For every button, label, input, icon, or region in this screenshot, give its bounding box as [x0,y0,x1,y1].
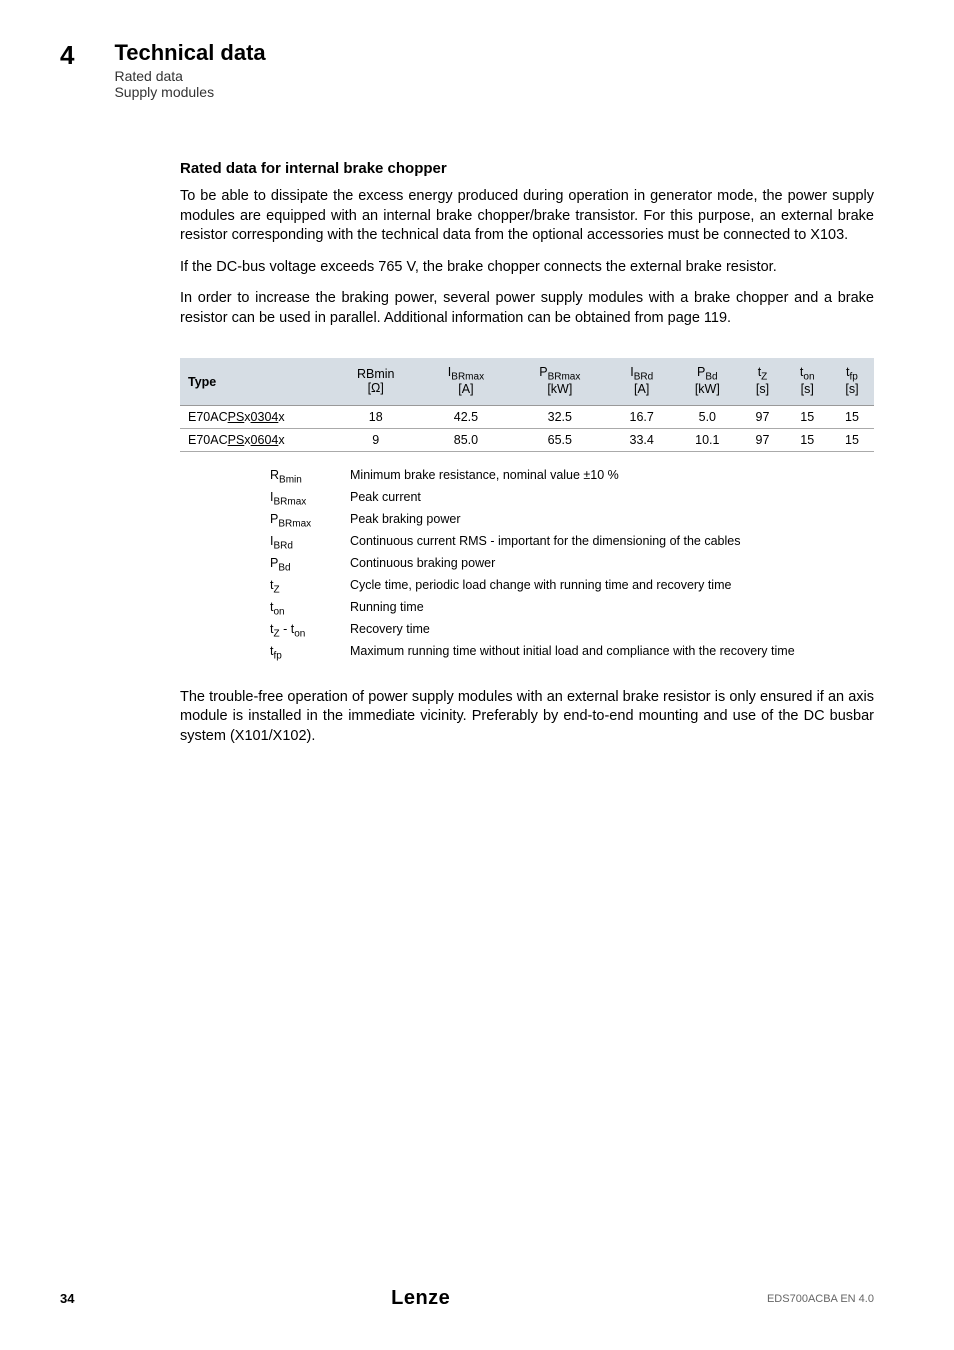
cell-ton: 15 [785,428,830,451]
chapter-number: 4 [60,40,74,71]
legend-desc: Peak current [350,488,874,510]
th-ton: ton[s] [785,358,830,405]
legend-symbol: IBRmax [270,488,350,510]
cell-ibrd: 16.7 [609,405,674,428]
th-type: Type [180,358,330,405]
th-ibrmax: IBRmax[A] [421,358,510,405]
page-content: Rated data for internal brake chopper To… [180,160,874,746]
doc-code: EDS700ACBA EN 4.0 [767,1293,874,1305]
legend-row: IBRmaxPeak current [270,488,874,510]
legend-desc: Maximum running time without initial loa… [350,642,874,664]
cell-ibrd: 33.4 [609,428,674,451]
table-row: E70ACPSx0304x1842.532.516.75.0971515 [180,405,874,428]
legend-row: RBminMinimum brake resistance, nominal v… [270,466,874,488]
cell-rbmin: 18 [330,405,421,428]
chapter-title: Technical data [114,40,265,66]
legend-desc: Recovery time [350,620,874,642]
cell-tfp: 15 [830,428,874,451]
header-titles: Technical data Rated data Supply modules [114,40,265,100]
page-number: 34 [60,1291,74,1306]
paragraph-after: The trouble-free operation of power supp… [180,688,874,747]
th-pbd: PBd[kW] [674,358,740,405]
cell-pbd: 5.0 [674,405,740,428]
legend-row: tZCycle time, periodic load change with … [270,576,874,598]
th-ibrd: IBRd[A] [609,358,674,405]
section-heading: Rated data for internal brake chopper [180,160,874,177]
legend-symbol: PBd [270,554,350,576]
legend-row: PBdContinuous braking power [270,554,874,576]
th-rbmin: RBmin[Ω] [330,358,421,405]
cell-ibrmax: 42.5 [421,405,510,428]
legend-symbol: tZ [270,576,350,598]
legend-row: tonRunning time [270,598,874,620]
legend-desc: Continuous braking power [350,554,874,576]
paragraph-2: If the DC-bus voltage exceeds 765 V, the… [180,258,874,278]
legend-symbol: RBmin [270,466,350,488]
legend-symbol: tfp [270,642,350,664]
cell-pbrmax: 65.5 [510,428,609,451]
page-footer: 34 Lenze EDS700ACBA EN 4.0 [60,1287,874,1310]
brake-chopper-table: Type RBmin[Ω] IBRmax[A] PBRmax[kW] IBRd[… [180,358,874,451]
cell-tz: 97 [740,428,784,451]
cell-pbrmax: 32.5 [510,405,609,428]
th-pbrmax: PBRmax[kW] [510,358,609,405]
cell-pbd: 10.1 [674,428,740,451]
cell-tfp: 15 [830,405,874,428]
section-sub2: Supply modules [114,84,265,100]
legend-symbol: PBRmax [270,510,350,532]
legend-symbol: tZ - ton [270,620,350,642]
legend-row: PBRmaxPeak braking power [270,510,874,532]
legend-desc: Cycle time, periodic load change with ru… [350,576,874,598]
legend-desc: Minimum brake resistance, nominal value … [350,466,874,488]
legend-desc: Running time [350,598,874,620]
legend-row: tZ - tonRecovery time [270,620,874,642]
table-row: E70ACPSx0604x985.065.533.410.1971515 [180,428,874,451]
cell-ton: 15 [785,405,830,428]
legend-symbol: ton [270,598,350,620]
brand-logo: Lenze [391,1287,450,1310]
paragraph-1: To be able to dissipate the excess energ… [180,187,874,246]
th-tfp: tfp[s] [830,358,874,405]
cell-tz: 97 [740,405,784,428]
legend-row: tfpMaximum running time without initial … [270,642,874,664]
legend-desc: Continuous current RMS - important for t… [350,532,874,554]
section-sub1: Rated data [114,68,265,84]
th-tz: tZ[s] [740,358,784,405]
legend-desc: Peak braking power [350,510,874,532]
legend: RBminMinimum brake resistance, nominal v… [270,466,874,664]
table-header-row: Type RBmin[Ω] IBRmax[A] PBRmax[kW] IBRd[… [180,358,874,405]
legend-symbol: IBRd [270,532,350,554]
cell-ibrmax: 85.0 [421,428,510,451]
cell-type: E70ACPSx0604x [180,428,330,451]
legend-row: IBRdContinuous current RMS - important f… [270,532,874,554]
cell-rbmin: 9 [330,428,421,451]
paragraph-3: In order to increase the braking power, … [180,289,874,328]
cell-type: E70ACPSx0304x [180,405,330,428]
page-header: 4 Technical data Rated data Supply modul… [60,40,874,100]
